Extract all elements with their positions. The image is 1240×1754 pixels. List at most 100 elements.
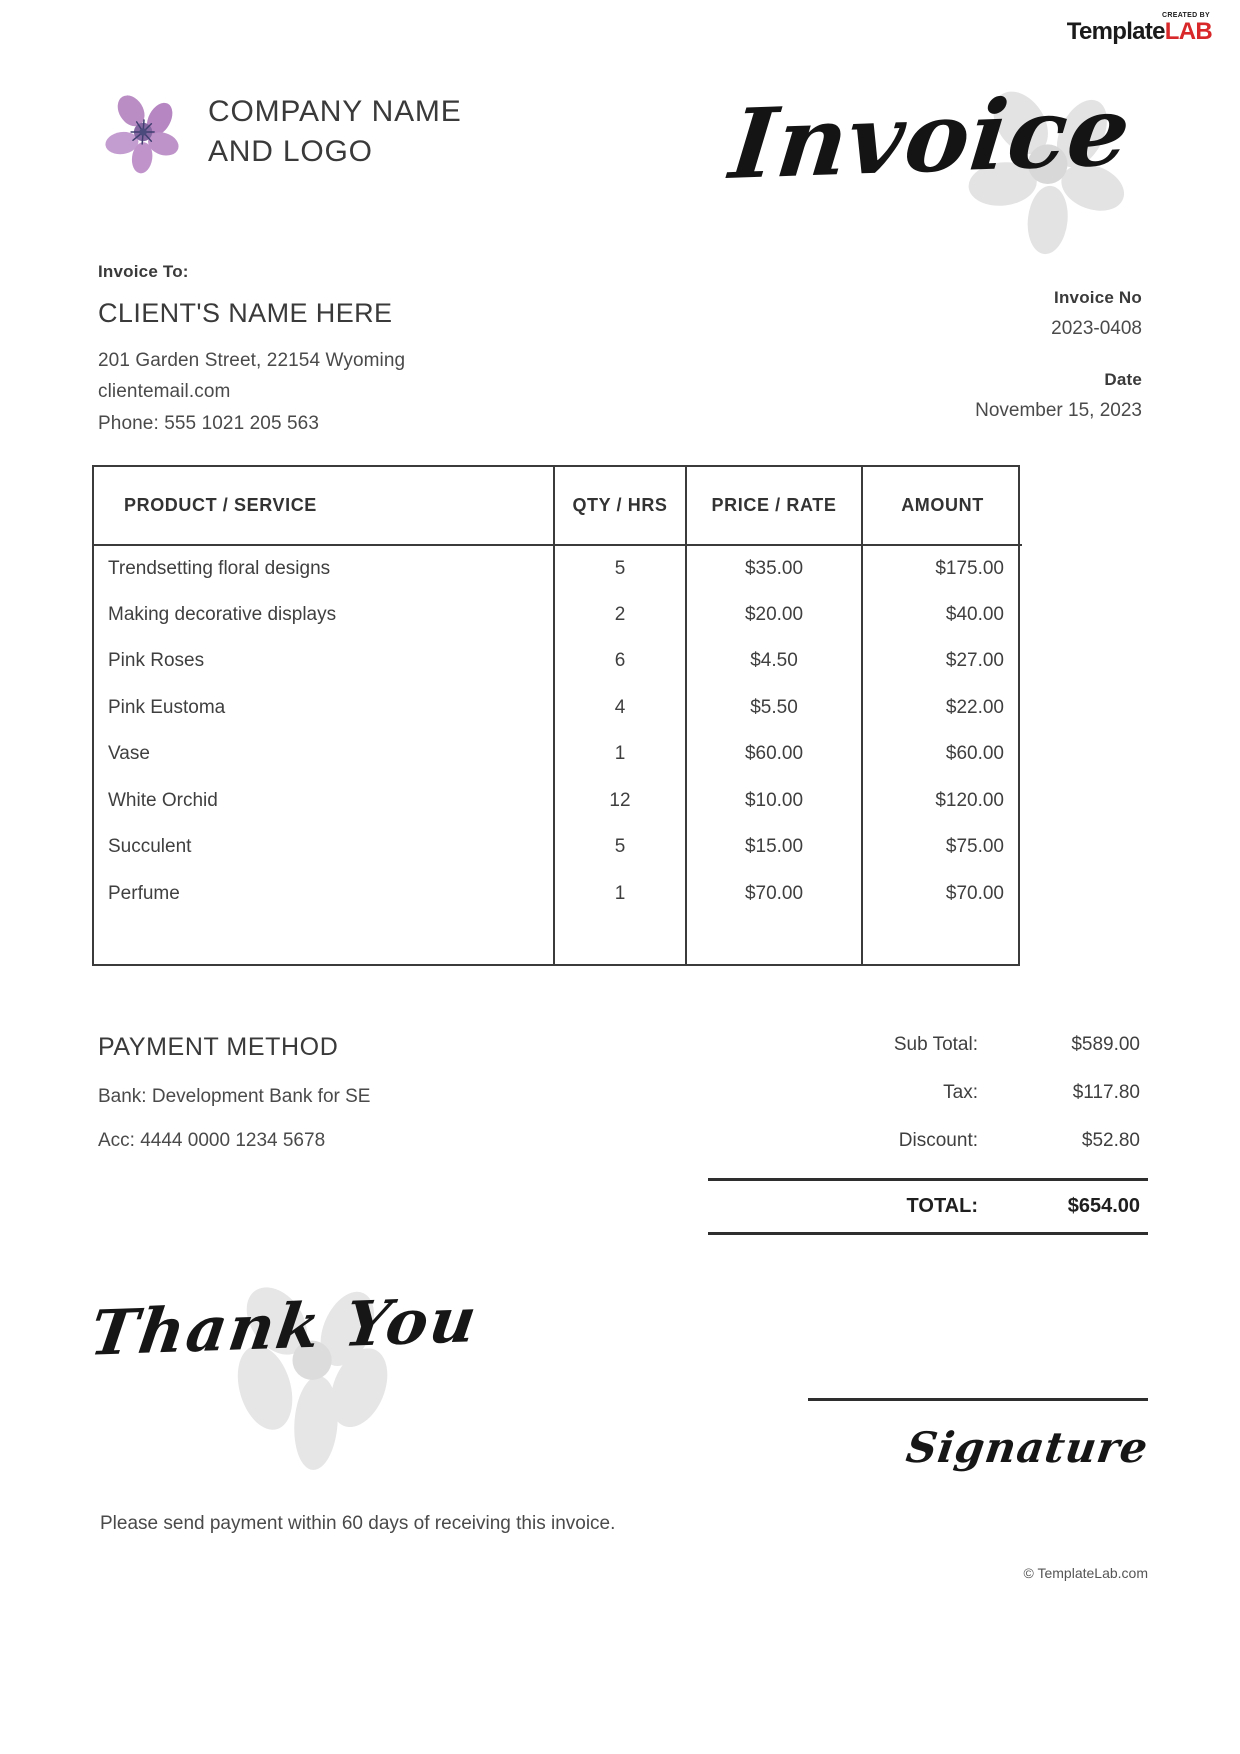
templatelab-credit: © TemplateLab.com [1023,1565,1148,1581]
company-block: COMPANY NAME AND LOGO [98,86,462,178]
cell-qty: 6 [554,638,687,685]
background-flower-icon [968,91,1125,255]
total-label: TOTAL: [906,1195,978,1217]
tax-value: $117.80 [1072,1082,1140,1103]
cell-empty [862,917,1022,964]
cell-amount: $27.00 [945,650,1004,672]
header-price: PRICE / RATE [686,467,863,546]
subtotal-label: Sub Total: [893,1034,978,1055]
invoice-title-block: Invoice [722,68,1152,268]
cell-amount: $22.00 [945,696,1004,718]
table-row: Vase 1 $60.00 $60.00 [94,731,1022,778]
discount-row: Discount: $52.80 [708,1130,1148,1152]
thank-you-flower-icon [237,1287,388,1470]
invoice-to-label: Invoice To: [98,262,189,281]
cell-qty: 2 [554,591,687,638]
cell-qty: 1 [554,870,687,917]
table-row: Trendsetting floral designs 5 $35.00 $17… [94,545,1022,592]
totals-block: Sub Total: $589.00 Tax: $117.80 Discount… [708,1034,1148,1235]
templatelab-logo: CREATED BY TemplateLAB [1066,12,1213,45]
table-empty-space [94,917,1022,964]
tax-row: Tax: $117.80 [708,1082,1148,1104]
cell-amount: $120.00 [935,789,1004,811]
header-amount: AMOUNT [862,467,1022,546]
payment-bank: Bank: Development Bank for SE [98,1086,371,1107]
cell-product: Perfume [94,870,555,917]
payment-account: Acc: 4444 0000 1234 5678 [98,1130,326,1151]
cell-price: $4.50 [686,638,863,685]
brand-wordmark: TemplateLAB [1066,18,1213,45]
cell-amount: $175.00 [935,557,1004,579]
page-title: Invoice [725,74,1137,201]
table-body: Trendsetting floral designs 5 $35.00 $17… [94,545,1022,964]
signature-line [808,1398,1148,1401]
table-row: Succulent 5 $15.00 $75.00 [94,824,1022,871]
thank-you-block: Thank You [85,1268,526,1470]
cell-empty [686,917,863,964]
cell-price: $35.00 [686,545,863,592]
total-value: $654.00 [1067,1195,1140,1217]
table-row: White Orchid 12 $10.00 $120.00 [94,777,1022,824]
grand-total-row: TOTAL: $654.00 [708,1178,1148,1235]
payment-method-block: PAYMENT METHOD Bank: Development Bank fo… [98,1033,618,1174]
discount-label: Discount: [898,1130,978,1151]
table-row: Perfume 1 $70.00 $70.00 [94,870,1022,917]
table-header-row: PRODUCT / SERVICE QTY / HRS PRICE / RATE… [94,467,1022,546]
cell-product: Pink Roses [94,638,555,685]
cell-price: $10.00 [686,777,863,824]
payment-method-title: PAYMENT METHOD [98,1033,339,1061]
cell-product: Making decorative displays [94,591,555,638]
cell-price: $70.00 [686,870,863,917]
cell-qty: 5 [554,824,687,871]
invoice-no-value: 2023-0408 [1051,318,1142,339]
cell-amount: $60.00 [945,743,1004,765]
table-row: Making decorative displays 2 $20.00 $40.… [94,591,1022,638]
cell-product: Succulent [94,824,555,871]
thank-you-text: Thank You [85,1283,483,1370]
date-value: November 15, 2023 [975,400,1142,421]
cell-qty: 4 [554,684,687,731]
cell-price: $20.00 [686,591,863,638]
cell-price: $15.00 [686,824,863,871]
cell-qty: 12 [554,777,687,824]
signature-block: Signature [808,1398,1151,1472]
date-label: Date [1104,370,1142,389]
bill-to-block: Invoice To: CLIENT'S NAME HERE 201 Garde… [98,262,658,439]
table-row: Pink Roses 6 $4.50 $27.00 [94,638,1022,685]
cell-product: Pink Eustoma [94,684,555,731]
invoice-header: COMPANY NAME AND LOGO Invoice [98,74,1142,258]
created-by-label: CREATED BY [1162,12,1210,19]
cell-product: Trendsetting floral designs [94,545,555,592]
tax-label: Tax: [943,1082,978,1103]
header-product: PRODUCT / SERVICE [94,467,555,546]
invoice-meta-block: Invoice No 2023-0408 Date November 15, 2… [812,288,1142,422]
brand-template-text: Template [1066,18,1166,45]
cell-product: Vase [94,731,555,778]
client-name: CLIENT'S NAME HERE [98,298,393,328]
subtotal-value: $589.00 [1071,1034,1140,1055]
payment-terms-note: Please send payment within 60 days of re… [100,1513,616,1534]
flower-icon [105,95,179,174]
brand-lab-text: LAB [1164,18,1213,45]
cell-price: $5.50 [686,684,863,731]
cell-product: White Orchid [94,777,555,824]
invoice-no-label: Invoice No [1054,288,1142,307]
cell-empty [94,917,555,964]
cell-empty [554,917,687,964]
company-name: COMPANY NAME AND LOGO [208,95,462,168]
subtotal-row: Sub Total: $589.00 [708,1034,1148,1056]
cell-amount: $70.00 [945,882,1004,904]
discount-value: $52.80 [1081,1130,1140,1151]
client-email: clientemail.com [98,381,231,403]
cell-amount: $75.00 [945,836,1004,858]
header-qty: QTY / HRS [554,467,687,546]
cell-qty: 1 [554,731,687,778]
signature-label: Signature [903,1423,1152,1472]
table-row: Pink Eustoma 4 $5.50 $22.00 [94,684,1022,731]
client-phone: Phone: 555 1021 205 563 [98,412,320,434]
cell-amount: $40.00 [945,603,1004,625]
cell-qty: 5 [554,545,687,592]
cell-price: $60.00 [686,731,863,778]
client-address: 201 Garden Street, 22154 Wyoming [98,350,406,371]
